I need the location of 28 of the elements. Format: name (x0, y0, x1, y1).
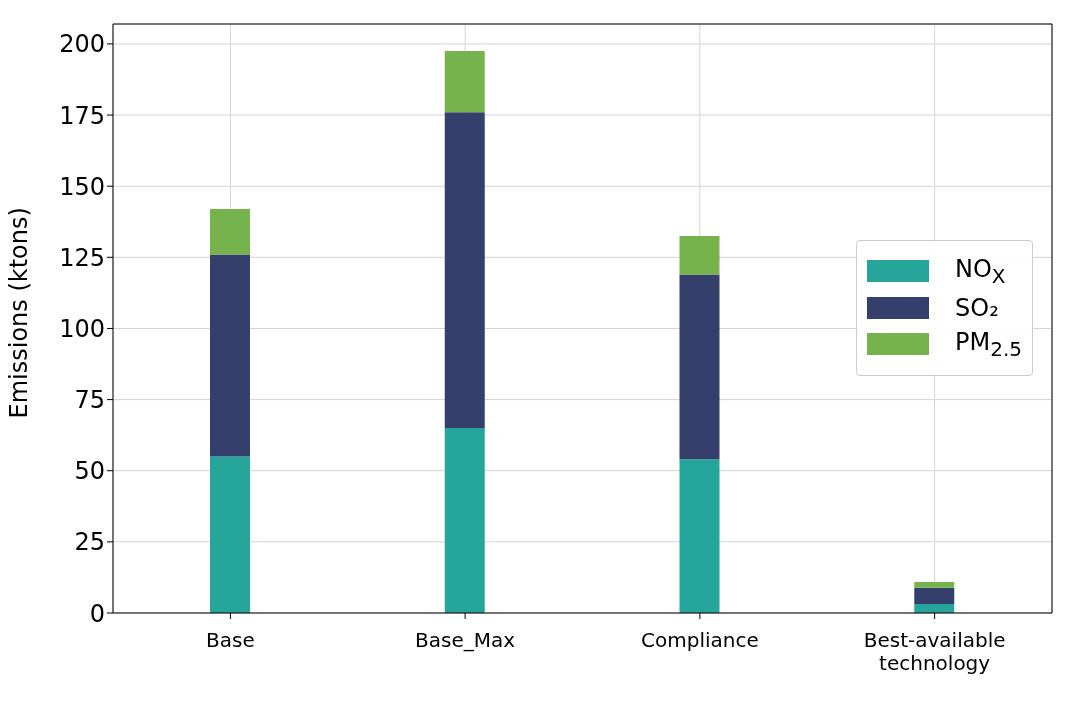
y-tick-label: 50 (74, 457, 105, 486)
legend-label: SO₂ (955, 293, 999, 322)
bar (679, 274, 720, 460)
bar (210, 456, 250, 613)
y-tick-label: 100 (59, 314, 105, 343)
x-tick-label: Base (206, 628, 255, 652)
y-tick-label: 75 (74, 386, 105, 415)
legend-label: PM$_{2.5}$ (955, 327, 1022, 361)
x-tick-label: Base_Max (415, 628, 516, 652)
y-tick-label: 125 (59, 243, 105, 272)
legend-label: NO$_{X}$ (955, 255, 1006, 288)
y-tick-label: 150 (59, 172, 105, 201)
x-tick-label: Best-available technology (863, 628, 1006, 675)
x-tick-label: Compliance (641, 628, 759, 652)
y-tick-label: 200 (59, 30, 105, 59)
bar (444, 51, 485, 113)
bar (679, 459, 720, 613)
bar (444, 428, 485, 613)
y-tick-label: 0 (89, 599, 105, 628)
y-tick-label: 175 (59, 101, 105, 130)
bar (914, 587, 955, 604)
y-axis-title: Emissions (ktons) (4, 207, 33, 419)
y-tick-label: 25 (74, 528, 105, 557)
bar (210, 254, 250, 457)
bar (679, 235, 720, 275)
bar (914, 581, 955, 588)
bar (210, 208, 250, 255)
bar (444, 112, 485, 429)
